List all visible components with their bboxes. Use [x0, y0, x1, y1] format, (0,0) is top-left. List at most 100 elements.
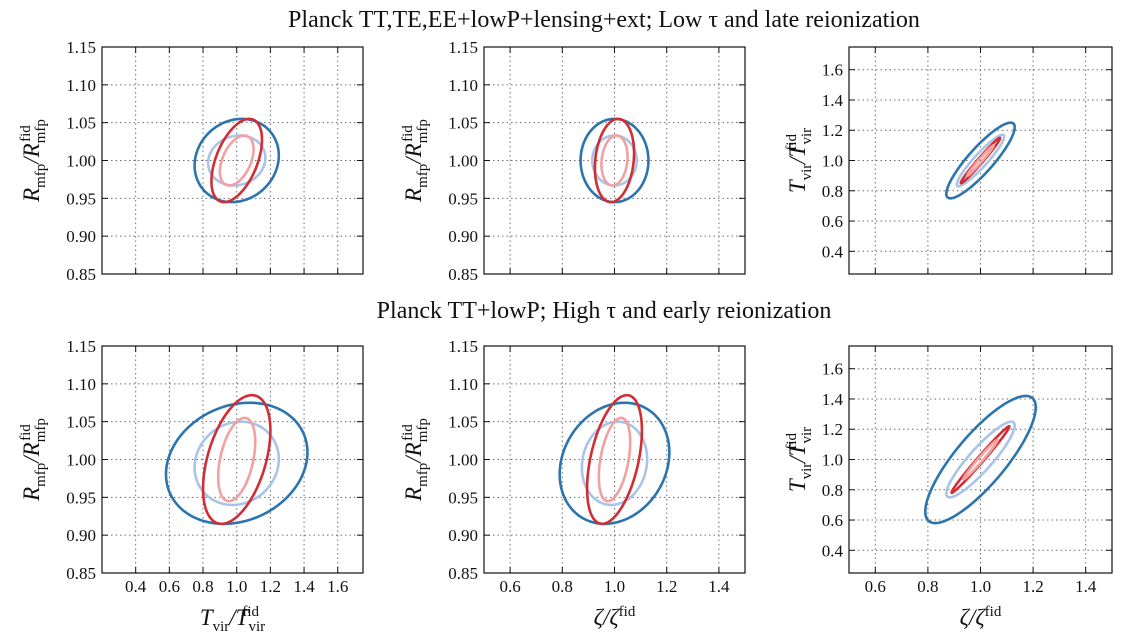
y-tick-label: 1.15	[448, 38, 478, 57]
y-axis-label: Tvir/Tvirfid	[784, 128, 815, 193]
contour-ellipse-4	[600, 134, 629, 187]
x-tick-label: 1.2	[1022, 577, 1043, 596]
x-tick-label: 1.2	[260, 577, 281, 596]
y-tick-label: 0.90	[66, 227, 96, 246]
row-title-top: Planck TT,TE,EE+lowP+lensing+ext; Low τ …	[288, 7, 920, 33]
y-tick-label: 0.95	[66, 189, 96, 208]
y-tick-label: 1.00	[66, 152, 96, 171]
y-axis-label: Rmfp/Rmfpfid	[400, 418, 431, 502]
y-tick-label: 1.05	[448, 413, 478, 432]
panels: 0.85 0.90 0.95 1.00 1.05 1.10 1.15 Rmfp/Rmfpfid…	[18, 38, 1113, 635]
contour-ellipse-3	[201, 393, 272, 526]
x-tick-label: 0.8	[917, 577, 938, 596]
y-tick-label: 0.4	[822, 242, 844, 261]
y-tick-label: 1.15	[66, 38, 96, 57]
x-tick-label: 0.6	[865, 577, 886, 596]
x-tick-label: 0.8	[192, 577, 213, 596]
x-axis-label: ζ/ζfid	[594, 604, 636, 630]
y-tick-label: 1.6	[822, 360, 843, 379]
y-tick-label: 0.95	[66, 488, 96, 507]
contour-ellipse-2	[945, 420, 1016, 499]
y-tick-label: 1.10	[448, 76, 478, 95]
panel-4: 0.4 0.6 0.8 1.0 1.2 1.4 1.6 0.85 0.90 0.95 1.00 1.0…	[18, 337, 364, 635]
y-tick-label: 1.05	[448, 114, 478, 133]
row-title-bottom: Planck TT+lowP; High τ and early reioniz…	[377, 298, 832, 324]
y-tick-label: 1.6	[822, 61, 843, 80]
contour-ellipse-4	[218, 134, 255, 187]
y-axis-label: Rmfp/Rmfpfid	[18, 119, 49, 203]
y-tick-label: 0.90	[448, 526, 478, 545]
y-tick-label: 0.6	[822, 511, 843, 530]
contour-ellipse-2	[193, 420, 281, 507]
plot-frame	[848, 46, 1113, 275]
y-axis-label: Rmfp/Rmfpfid	[400, 119, 431, 203]
contour-ellipse-3	[210, 117, 264, 204]
y-tick-label: 0.85	[448, 564, 478, 583]
y-tick-label: 1.00	[66, 451, 96, 470]
contour-ellipse-1	[579, 117, 650, 204]
plot-frame	[101, 46, 364, 275]
contour-ellipse-2	[955, 133, 1006, 188]
x-tick-label: 0.4	[125, 577, 147, 596]
y-tick-label: 1.2	[822, 121, 843, 140]
x-tick-label: 0.6	[499, 577, 520, 596]
x-axis-label: Tvir/Tvirfid	[200, 604, 265, 635]
x-tick-label: 1.0	[970, 577, 991, 596]
y-tick-label: 0.95	[448, 488, 478, 507]
contour-ellipse-2	[591, 134, 638, 187]
y-tick-label: 0.95	[448, 189, 478, 208]
panel-3: 0.4 0.6 0.8 1.0 1.2 1.4 1.6 Tvir/Tvirfid	[784, 46, 1113, 275]
panel-1: 0.85 0.90 0.95 1.00 1.05 1.10 1.15 Rmfp/Rmfpfid	[18, 38, 364, 284]
x-tick-label: 0.8	[552, 577, 573, 596]
y-tick-label: 0.85	[448, 265, 478, 284]
contour-ellipse-4	[962, 438, 999, 481]
y-tick-label: 0.85	[66, 265, 96, 284]
y-tick-label: 1.4	[822, 390, 844, 409]
panel-5: 0.6 0.8 1.0 1.2 1.4 0.85 0.90 0.95 1.00 1.05 1.10 1…	[400, 337, 746, 630]
y-tick-label: 0.6	[822, 212, 843, 231]
contour-ellipse-1	[164, 401, 309, 526]
panel-2: 0.85 0.90 0.95 1.00 1.05 1.10 1.15 Rmfp/Rmfpfid	[400, 38, 746, 284]
plot-frame	[848, 345, 1113, 574]
x-axis-label: ζ/ζfid	[960, 604, 1002, 630]
x-tick-label: 1.2	[656, 577, 677, 596]
y-tick-label: 0.8	[822, 481, 843, 500]
y-tick-label: 1.4	[822, 91, 844, 110]
contour-ellipse-2	[580, 420, 649, 507]
y-tick-label: 1.15	[448, 337, 478, 356]
y-tick-label: 1.00	[448, 451, 478, 470]
y-tick-label: 1.10	[66, 76, 96, 95]
y-tick-label: 1.05	[66, 114, 96, 133]
x-tick-label: 1.4	[1075, 577, 1097, 596]
contour-ellipse-4	[966, 144, 995, 177]
contour-ellipse-1	[923, 394, 1038, 525]
panel-6: 0.6 0.8 1.0 1.2 1.4 0.4 0.6 0.8 1.0 1.2 1.4 1.6 Tvir…	[784, 345, 1113, 630]
y-tick-label: 1.2	[822, 420, 843, 439]
contour-ellipse-4	[216, 416, 257, 503]
y-tick-label: 1.00	[448, 152, 478, 171]
y-axis-label: Rmfp/Rmfpfid	[18, 418, 49, 502]
contour-ellipse-1	[945, 121, 1016, 200]
plot-frame	[483, 46, 746, 275]
y-tick-label: 0.8	[822, 182, 843, 201]
x-tick-label: 1.6	[327, 577, 348, 596]
x-tick-label: 1.4	[293, 577, 315, 596]
y-tick-label: 1.0	[822, 152, 843, 171]
x-tick-label: 1.0	[604, 577, 625, 596]
contour-ellipse-1	[558, 401, 671, 526]
plot-frame	[101, 345, 364, 574]
y-tick-label: 0.90	[66, 526, 96, 545]
y-tick-label: 1.0	[822, 451, 843, 470]
y-tick-label: 0.4	[822, 541, 844, 560]
contour-ellipse-4	[597, 416, 632, 503]
y-tick-label: 0.85	[66, 564, 96, 583]
y-tick-label: 1.15	[66, 337, 96, 356]
y-tick-label: 1.10	[66, 375, 96, 394]
x-tick-label: 1.4	[708, 577, 730, 596]
y-tick-label: 0.90	[448, 227, 478, 246]
contour-ellipse-3	[585, 393, 644, 526]
x-tick-label: 1.0	[226, 577, 247, 596]
y-tick-label: 1.10	[448, 375, 478, 394]
plot-frame	[483, 345, 746, 574]
